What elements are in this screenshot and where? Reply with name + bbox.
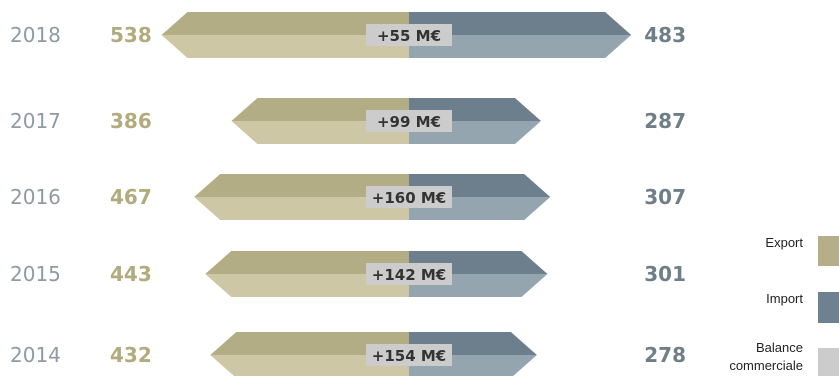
balance-box	[366, 186, 452, 208]
year-label: 2016	[10, 185, 61, 209]
balance-label: +55 M€	[377, 27, 441, 45]
export-bar-top	[194, 174, 409, 197]
export-value-label: 538	[110, 23, 152, 47]
export-value-label: 432	[110, 343, 152, 367]
year-label: 2015	[10, 262, 61, 286]
import-value-label: 301	[644, 262, 686, 286]
import-value-label: 307	[644, 185, 686, 209]
year-label: 2018	[10, 23, 61, 47]
export-bar-bottom	[161, 35, 409, 58]
legend-label-balance: Balance	[756, 340, 803, 355]
legend-label-balance-line2: commerciale	[729, 358, 803, 373]
import-value-label: 483	[644, 23, 686, 47]
export-bar-bottom	[210, 355, 409, 376]
export-value-label: 386	[110, 109, 152, 133]
legend-swatch-balance	[818, 348, 839, 376]
legend-label-export: Export	[765, 235, 803, 250]
legend-swatch-import	[818, 292, 839, 323]
export-value-label: 443	[110, 262, 152, 286]
export-bar-top	[231, 98, 409, 121]
export-value-label: 467	[110, 185, 152, 209]
export-bar-bottom	[194, 197, 409, 220]
balance-label: +99 M€	[377, 113, 441, 131]
balance-box	[366, 110, 452, 132]
balance-box	[366, 263, 452, 285]
legend-label-import: Import	[766, 291, 803, 306]
balance-box	[366, 24, 452, 46]
balance-box	[366, 344, 452, 366]
balance-label: +160 M€	[372, 189, 446, 207]
import-bar-bottom	[409, 35, 632, 58]
year-label: 2014	[10, 343, 61, 367]
import-value-label: 278	[644, 343, 686, 367]
export-bar-bottom	[231, 121, 409, 144]
export-bar-top	[205, 251, 409, 274]
export-bar-top	[210, 332, 409, 355]
import-bar-top	[409, 12, 632, 35]
export-bar-bottom	[205, 274, 409, 297]
legend-swatch-export	[818, 236, 839, 266]
import-value-label: 287	[644, 109, 686, 133]
export-bar-top	[161, 12, 409, 35]
balance-label: +154 M€	[372, 347, 446, 365]
year-label: 2017	[10, 109, 61, 133]
balance-label: +142 M€	[372, 266, 446, 284]
